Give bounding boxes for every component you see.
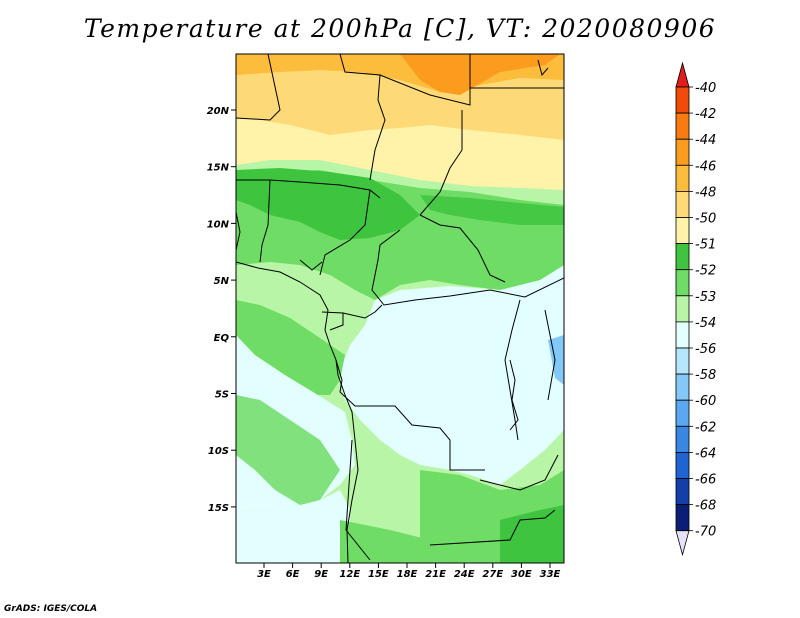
country-borders [236,54,564,561]
colorbar-label: -46 [695,159,716,174]
chart-title: Temperature at 200hPa [C], VT: 202008090… [83,14,717,43]
lon-label: 9E [314,569,328,580]
colorbar-swatch [675,295,690,323]
colorbar-label: -68 [695,499,716,514]
lon-label: 3E [257,569,271,580]
colorbar-label: -62 [695,420,716,435]
colorbar-swatch [675,217,690,245]
lon-label: 12E [339,569,360,580]
colorbar-upper-triangle [675,61,690,88]
colorbar-label: -48 [695,185,716,200]
coastlines [236,59,549,563]
colorbar-lower-triangle [675,530,690,557]
lat-label: 15N [207,163,230,174]
colorbar-swatch [675,504,690,532]
lon-label: 18E [397,569,418,580]
colorbar-label: -52 [695,264,716,279]
colorbar-swatch [675,399,690,427]
colorbar-swatch [675,425,690,453]
lon-label: 15E [368,569,389,580]
colorbar-label: -70 [695,525,716,540]
lat-label: 10S [208,446,229,457]
colorbar-swatch [675,269,690,297]
colorbar: -40 -42 -44 -46 -48 -50 -51 -52 -53 -54 -56 -58 -60 -… [675,61,716,557]
colorbar-label: -58 [695,368,716,383]
lon-label: 30E [511,569,532,580]
lat-label: 20N [207,106,230,117]
colorbar-swatch [675,138,690,166]
colorbar-label: -40 [695,81,716,96]
lat-label: 10N [207,219,230,230]
latitude-axis: 20N 15N 10N 5N EQ 5S 10S 15S [207,106,236,514]
colorbar-label: -44 [695,133,716,148]
footer-credit: GrADS: IGES/COLA [4,604,98,614]
colorbar-label: -56 [695,342,716,357]
longitude-axis: 3E 6E 9E 12E 15E 18E 21E 24E 27E 30E 33E [257,563,561,580]
lon-label: 33E [540,569,561,580]
colorbar-label: -42 [695,107,716,122]
colorbar-swatch [675,347,690,375]
lon-label: 21E [425,569,446,580]
lon-label: 6E [286,569,300,580]
lat-label: 5S [215,390,229,401]
colorbar-label: -51 [695,238,716,253]
colorbar-label: -64 [695,446,716,461]
lat-label: 15S [208,503,229,514]
colorbar-label: -54 [695,316,716,331]
colorbar-swatch [675,190,690,218]
colorbar-swatch [675,112,690,140]
colorbar-label: -66 [695,473,716,488]
lon-label: 24E [454,569,475,580]
colorbar-swatch [675,243,690,271]
colorbar-swatch [675,451,690,479]
colorbar-swatch [675,373,690,401]
colorbar-label: -53 [695,290,716,305]
colorbar-swatch [675,321,690,349]
colorbar-swatch [675,478,690,506]
lat-label: EQ [214,333,230,344]
map-frame [235,53,565,564]
lat-label: 5N [214,276,230,287]
colorbar-swatch [675,86,690,114]
temperature-field [236,54,564,563]
colorbar-label: -60 [695,394,716,409]
colorbar-swatch [675,164,690,192]
colorbar-label: -50 [695,212,716,227]
lon-label: 27E [482,569,503,580]
